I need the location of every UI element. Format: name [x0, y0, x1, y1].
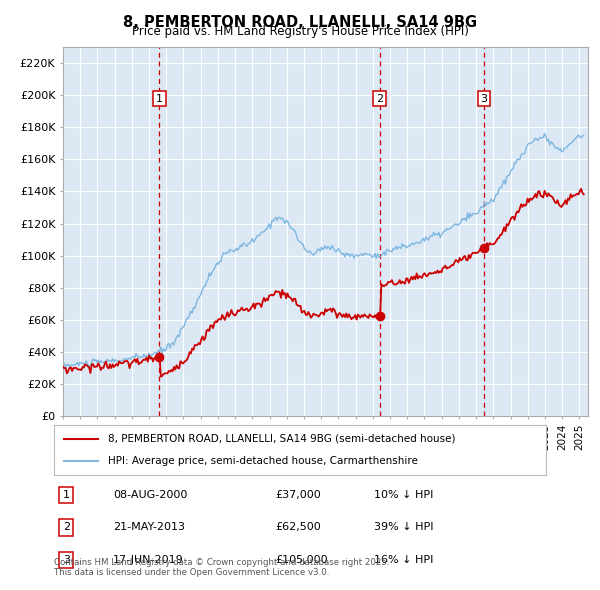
Text: 08-AUG-2000: 08-AUG-2000 [113, 490, 187, 500]
Text: £37,000: £37,000 [275, 490, 321, 500]
Text: Price paid vs. HM Land Registry's House Price Index (HPI): Price paid vs. HM Land Registry's House … [131, 25, 469, 38]
Text: 3: 3 [63, 555, 70, 565]
Text: 10% ↓ HPI: 10% ↓ HPI [374, 490, 433, 500]
Text: 1: 1 [156, 93, 163, 103]
Text: 17-JUN-2019: 17-JUN-2019 [113, 555, 184, 565]
Text: £105,000: £105,000 [275, 555, 328, 565]
Text: Contains HM Land Registry data © Crown copyright and database right 2025.
This d: Contains HM Land Registry data © Crown c… [54, 558, 389, 577]
Text: HPI: Average price, semi-detached house, Carmarthenshire: HPI: Average price, semi-detached house,… [108, 456, 418, 466]
Text: £62,500: £62,500 [275, 523, 321, 532]
Text: 1: 1 [63, 490, 70, 500]
Text: 2: 2 [376, 93, 383, 103]
Text: 8, PEMBERTON ROAD, LLANELLI, SA14 9BG: 8, PEMBERTON ROAD, LLANELLI, SA14 9BG [123, 15, 477, 30]
Text: 21-MAY-2013: 21-MAY-2013 [113, 523, 185, 532]
Text: 8, PEMBERTON ROAD, LLANELLI, SA14 9BG (semi-detached house): 8, PEMBERTON ROAD, LLANELLI, SA14 9BG (s… [108, 434, 455, 444]
Text: 16% ↓ HPI: 16% ↓ HPI [374, 555, 433, 565]
Text: 2: 2 [63, 523, 70, 532]
Text: 39% ↓ HPI: 39% ↓ HPI [374, 523, 433, 532]
Text: 3: 3 [481, 93, 488, 103]
